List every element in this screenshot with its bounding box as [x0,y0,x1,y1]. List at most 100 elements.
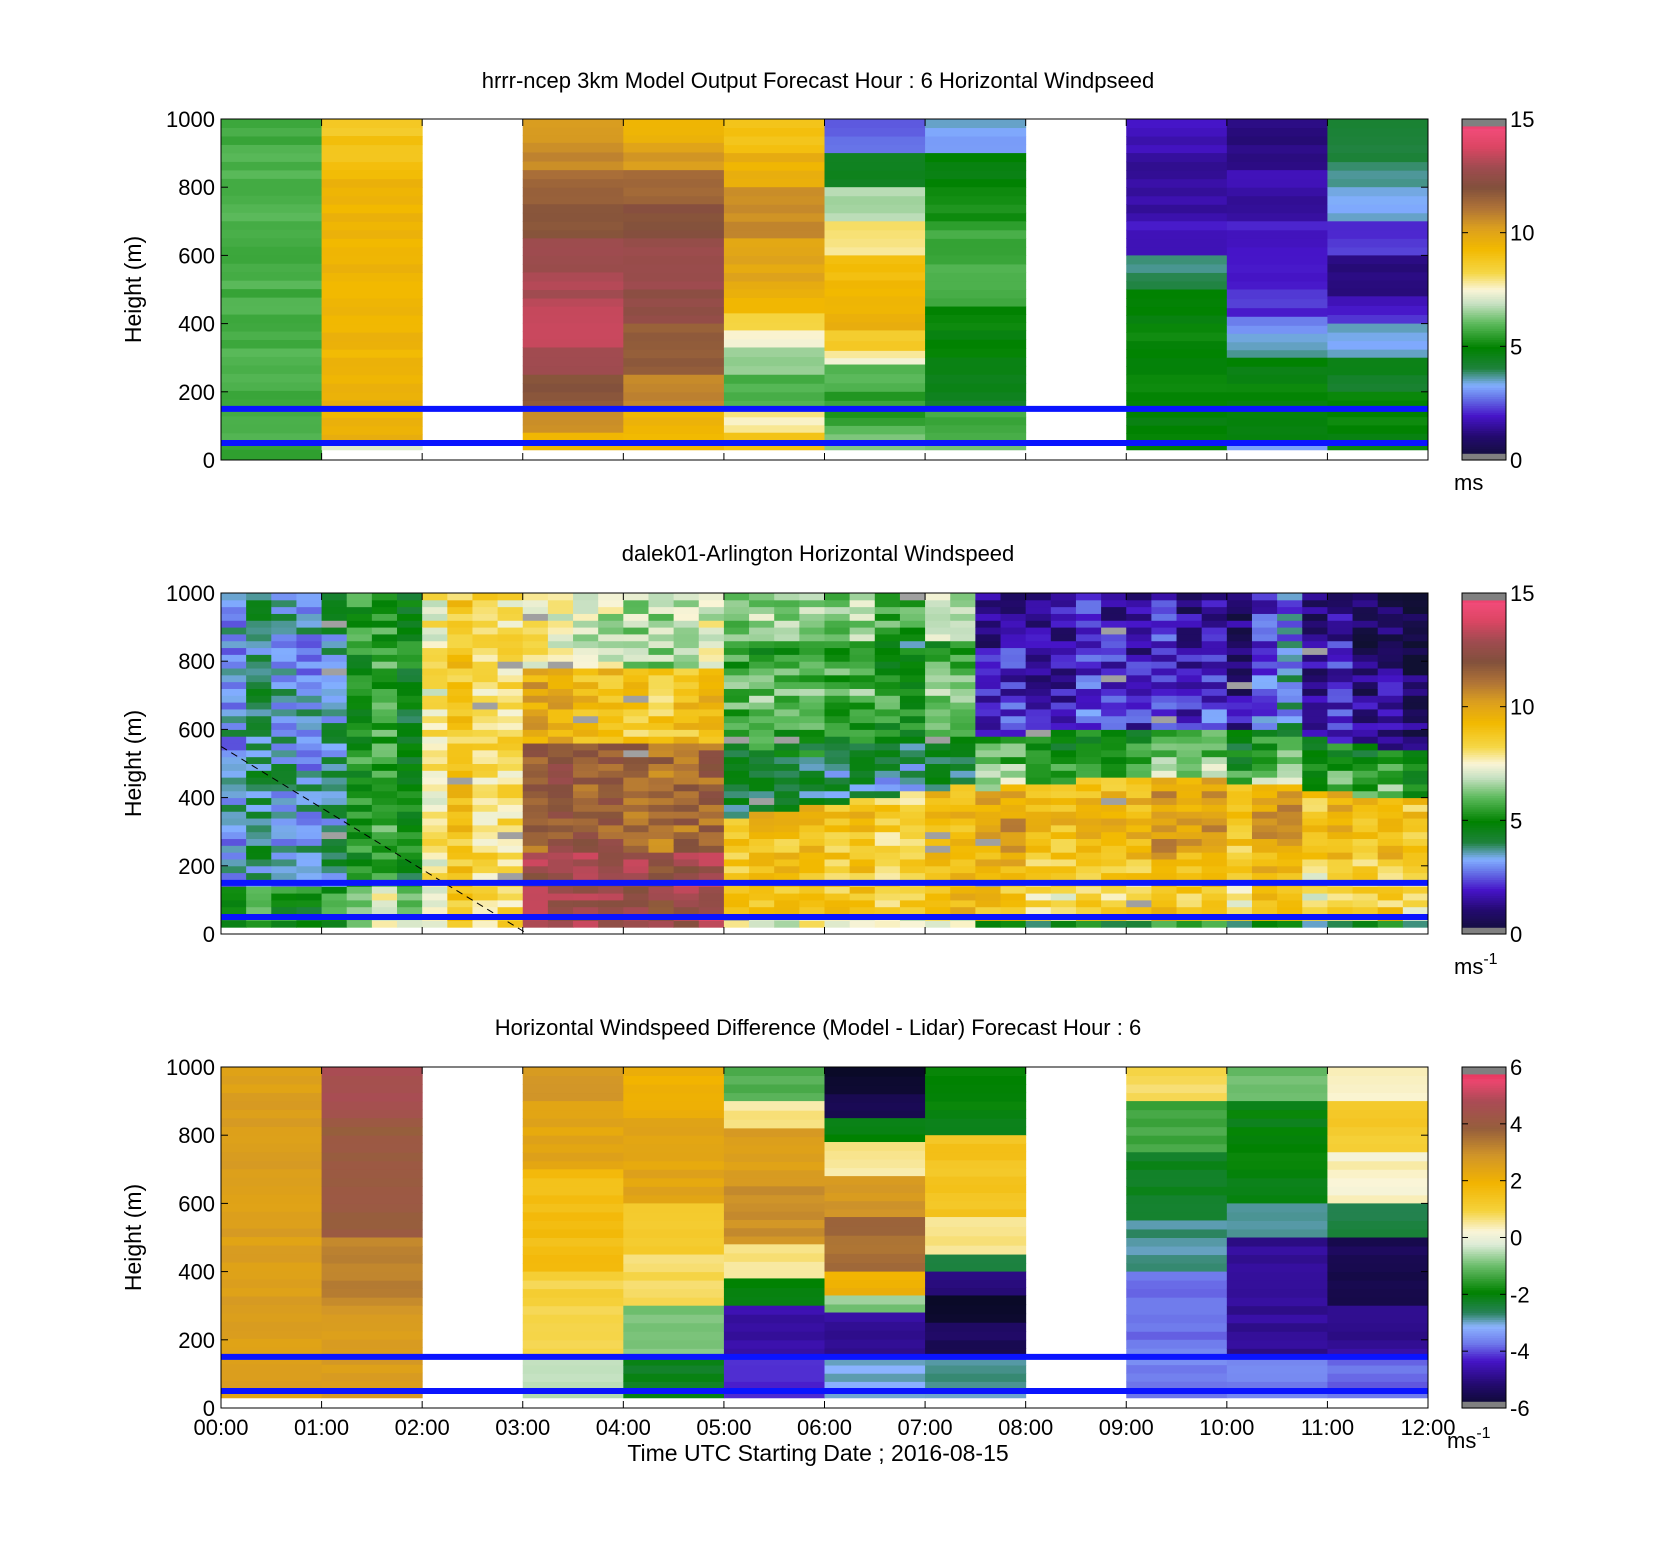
heatmap-cell [749,893,775,901]
heatmap-cell [1050,681,1077,689]
heatmap-cell [221,613,247,621]
y-tick-label: 400 [178,1260,215,1285]
heatmap-cell [698,872,725,880]
heatmap-cell [1402,845,1429,853]
heatmap-cell [1352,729,1379,737]
heatmap-cell [573,688,599,696]
heatmap-cell [1352,736,1379,744]
colorbar-segment [1462,733,1506,737]
heatmap-cell [1302,838,1328,846]
heatmap-cell [1327,161,1429,171]
heatmap-cell [296,688,323,696]
heatmap-cell [824,1076,926,1086]
heatmap-cell [925,1313,1027,1324]
heatmap-cell [346,627,373,635]
heatmap-cell [623,187,725,197]
heatmap-cell [321,144,423,154]
heatmap-cell [824,920,851,928]
heatmap-cell [899,593,926,601]
heatmap-cell [522,142,624,153]
heatmap-cell [1327,288,1429,297]
heatmap-cell [346,804,373,812]
heatmap-cell [547,811,574,819]
heatmap-cell [774,797,800,805]
colorbar-segment [1462,405,1506,409]
heatmap-cell [497,770,524,778]
heatmap-cell [1126,1194,1228,1204]
heatmap-cell [1151,633,1178,642]
heatmap-cell [1126,127,1228,137]
heatmap-cell [623,134,725,144]
heatmap-cell [1201,865,1228,874]
heatmap-cell [723,695,750,703]
heatmap-cell [874,599,901,608]
heatmap-cell [774,715,800,724]
heatmap-cell [1176,818,1203,826]
colorbar-segment [1462,899,1506,903]
heatmap-cell [422,647,448,655]
heatmap-cell [1176,599,1203,608]
colorbar-segment [1462,711,1506,715]
heatmap-cell [623,763,649,771]
heatmap-cell [472,838,499,846]
x-axis-label: Time UTC Starting Date ; 2016-08-15 [627,1440,1008,1466]
heatmap-cell [849,811,876,819]
heatmap-cell [749,797,775,805]
heatmap-cell [1327,824,1354,833]
heatmap-cell [1050,661,1077,669]
heatmap-cell [824,1253,926,1264]
heatmap-cell [346,633,373,642]
colorbar-segment [1462,323,1506,327]
heatmap-cell [723,620,750,628]
heatmap-cell [1327,1254,1429,1264]
heatmap-cell [1126,770,1152,778]
heatmap-cell [397,627,423,635]
heatmap-cell [1277,627,1303,635]
heatmap-cell [950,695,976,703]
heatmap-cell [723,187,825,197]
heatmap-cell [1050,763,1077,771]
heatmap-cell [1151,593,1178,601]
colorbar-segment [1462,216,1506,220]
heatmap-cell [824,1126,926,1135]
heatmap-cell [573,749,599,758]
heatmap-cell [849,818,876,826]
heatmap-cell [522,1305,624,1315]
heatmap-cell [1352,674,1379,683]
heatmap-cell [925,195,1027,205]
heatmap-cell [925,633,951,642]
heatmap-cell [321,1084,423,1094]
colorbar-segment [1462,171,1506,175]
heatmap-cell [1176,797,1203,805]
heatmap-cell [221,920,247,928]
heatmap-cell [1000,599,1027,608]
heatmap-cell [598,906,624,915]
heatmap-cell [1151,906,1178,915]
heatmap-cell [296,824,323,833]
heatmap-cell [1050,606,1077,614]
heatmap-cell [422,838,448,846]
heatmap-cell [1126,756,1152,764]
heatmap-cell [799,702,825,710]
heatmap-cell [1251,845,1278,853]
heatmap-cell [1176,899,1203,908]
heatmap-cell [1327,1314,1429,1324]
heatmap-cell [598,661,624,669]
heatmap-cell [1151,681,1178,689]
heatmap-cell [346,783,373,792]
heatmap-cell [497,865,524,874]
heatmap-cell [925,1159,1027,1169]
heatmap-cell [1151,893,1178,901]
heatmap-cell [447,743,473,751]
heatmap-cell [321,886,348,894]
colorbar-segment [1462,289,1506,293]
y-axis-label: Height (m) [120,710,146,817]
heatmap-cell [1226,204,1328,214]
heatmap-cell [975,763,1002,771]
heatmap-cell [271,702,297,710]
heatmap-cell [824,613,851,621]
heatmap-cell [321,756,348,764]
heatmap-cell [698,681,725,689]
heatmap-cell [749,593,775,601]
heatmap-cell [698,654,725,662]
